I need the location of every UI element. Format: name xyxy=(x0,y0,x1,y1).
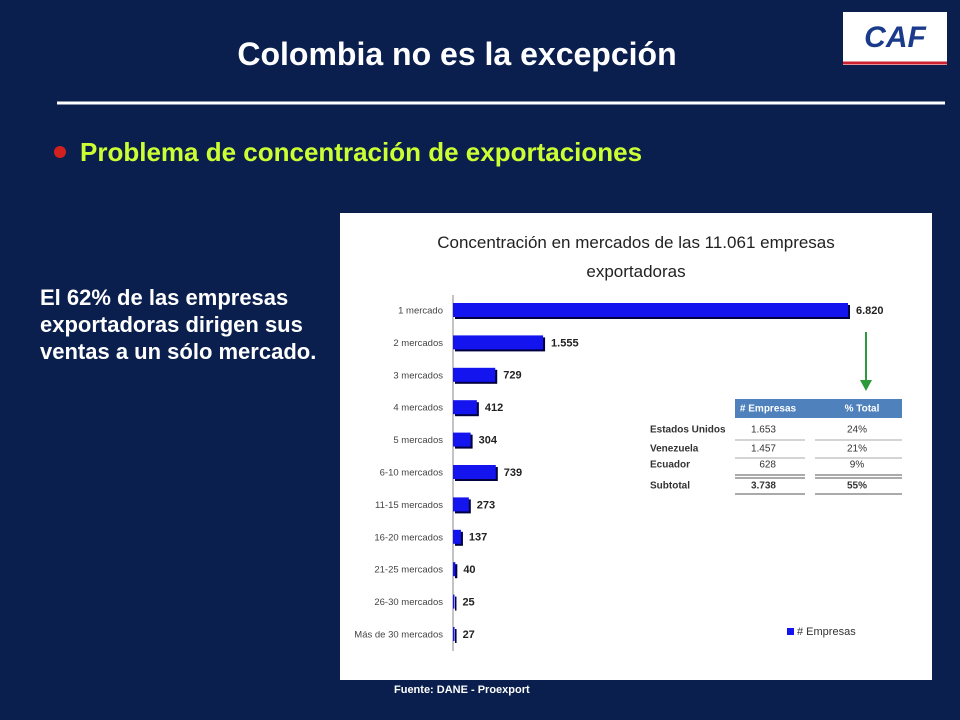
bar-shadow xyxy=(455,629,457,643)
bar-shadow xyxy=(455,564,458,579)
y-tick-label: 6-10 mercados xyxy=(380,468,444,479)
data-label: 137 xyxy=(469,532,487,544)
y-tick-label: 16-20 mercados xyxy=(374,532,443,543)
data-label: 25 xyxy=(462,597,474,609)
table-cell: 55% xyxy=(847,481,867,492)
table-row-label: Subtotal xyxy=(650,481,690,492)
logo-box xyxy=(843,12,947,65)
bar xyxy=(453,562,456,577)
table-cell: 1.653 xyxy=(751,425,776,436)
source: Fuente: DANE - Proexport xyxy=(394,684,530,696)
table-header-cell: % Total xyxy=(845,404,880,415)
table-row-label: Estados Unidos xyxy=(650,425,726,436)
data-label: 273 xyxy=(477,499,495,511)
table-cell: 24% xyxy=(847,425,867,436)
table-cell: 3.738 xyxy=(751,481,776,492)
table-cell: 21% xyxy=(847,444,867,455)
bar xyxy=(453,465,496,479)
table-row-label: Ecuador xyxy=(650,460,690,471)
bar xyxy=(453,529,461,544)
table-header xyxy=(735,399,902,418)
bar-shadow xyxy=(455,596,457,611)
bar xyxy=(453,627,455,641)
slide-title: Colombia no es la excepción xyxy=(237,36,677,72)
legend-swatch xyxy=(787,628,794,635)
logo: CAF xyxy=(864,21,926,54)
data-label: 40 xyxy=(463,564,475,576)
chart-area xyxy=(340,213,932,680)
bar xyxy=(453,594,455,609)
bullet-dot xyxy=(54,146,66,158)
bar xyxy=(453,432,471,447)
data-label: 1.555 xyxy=(551,337,579,349)
y-tick-label: 21-25 mercados xyxy=(374,565,443,576)
y-tick-label: 3 mercados xyxy=(393,370,443,381)
data-label: 739 xyxy=(504,467,522,479)
table-cell: 1.457 xyxy=(751,444,776,455)
bullet-text: Problema de concentración de exportacion… xyxy=(80,137,642,167)
y-tick-label: 5 mercados xyxy=(393,435,443,446)
y-tick-label: Más de 30 mercados xyxy=(354,630,443,641)
table-cell: 628 xyxy=(759,460,776,471)
body-text: El 62% de las empresas exportadoras diri… xyxy=(40,285,317,364)
bar xyxy=(453,335,544,350)
y-tick-label: 4 mercados xyxy=(393,403,443,414)
y-tick-label: 11-15 mercados xyxy=(375,500,443,511)
legend-label: # Empresas xyxy=(797,626,856,638)
y-tick-label: 26-30 mercados xyxy=(374,597,443,608)
y-tick-label: 2 mercados xyxy=(393,338,443,349)
table-header-cell: # Empresas xyxy=(740,404,797,415)
bar xyxy=(453,367,496,382)
table-row-label: Venezuela xyxy=(650,444,699,455)
arrow-head xyxy=(860,380,872,391)
bar xyxy=(453,303,848,317)
data-label: 304 xyxy=(479,435,498,447)
y-tick-label: 1 mercado xyxy=(398,306,443,317)
data-label: 412 xyxy=(485,402,503,414)
bar xyxy=(453,497,469,512)
data-label: 729 xyxy=(503,370,521,382)
data-label: 27 xyxy=(463,629,475,641)
table-cell: 9% xyxy=(850,460,865,471)
data-label: 6.820 xyxy=(856,305,884,317)
chart-title: Concentración en mercados de las 11.061 … xyxy=(437,233,835,281)
bar xyxy=(453,400,477,415)
